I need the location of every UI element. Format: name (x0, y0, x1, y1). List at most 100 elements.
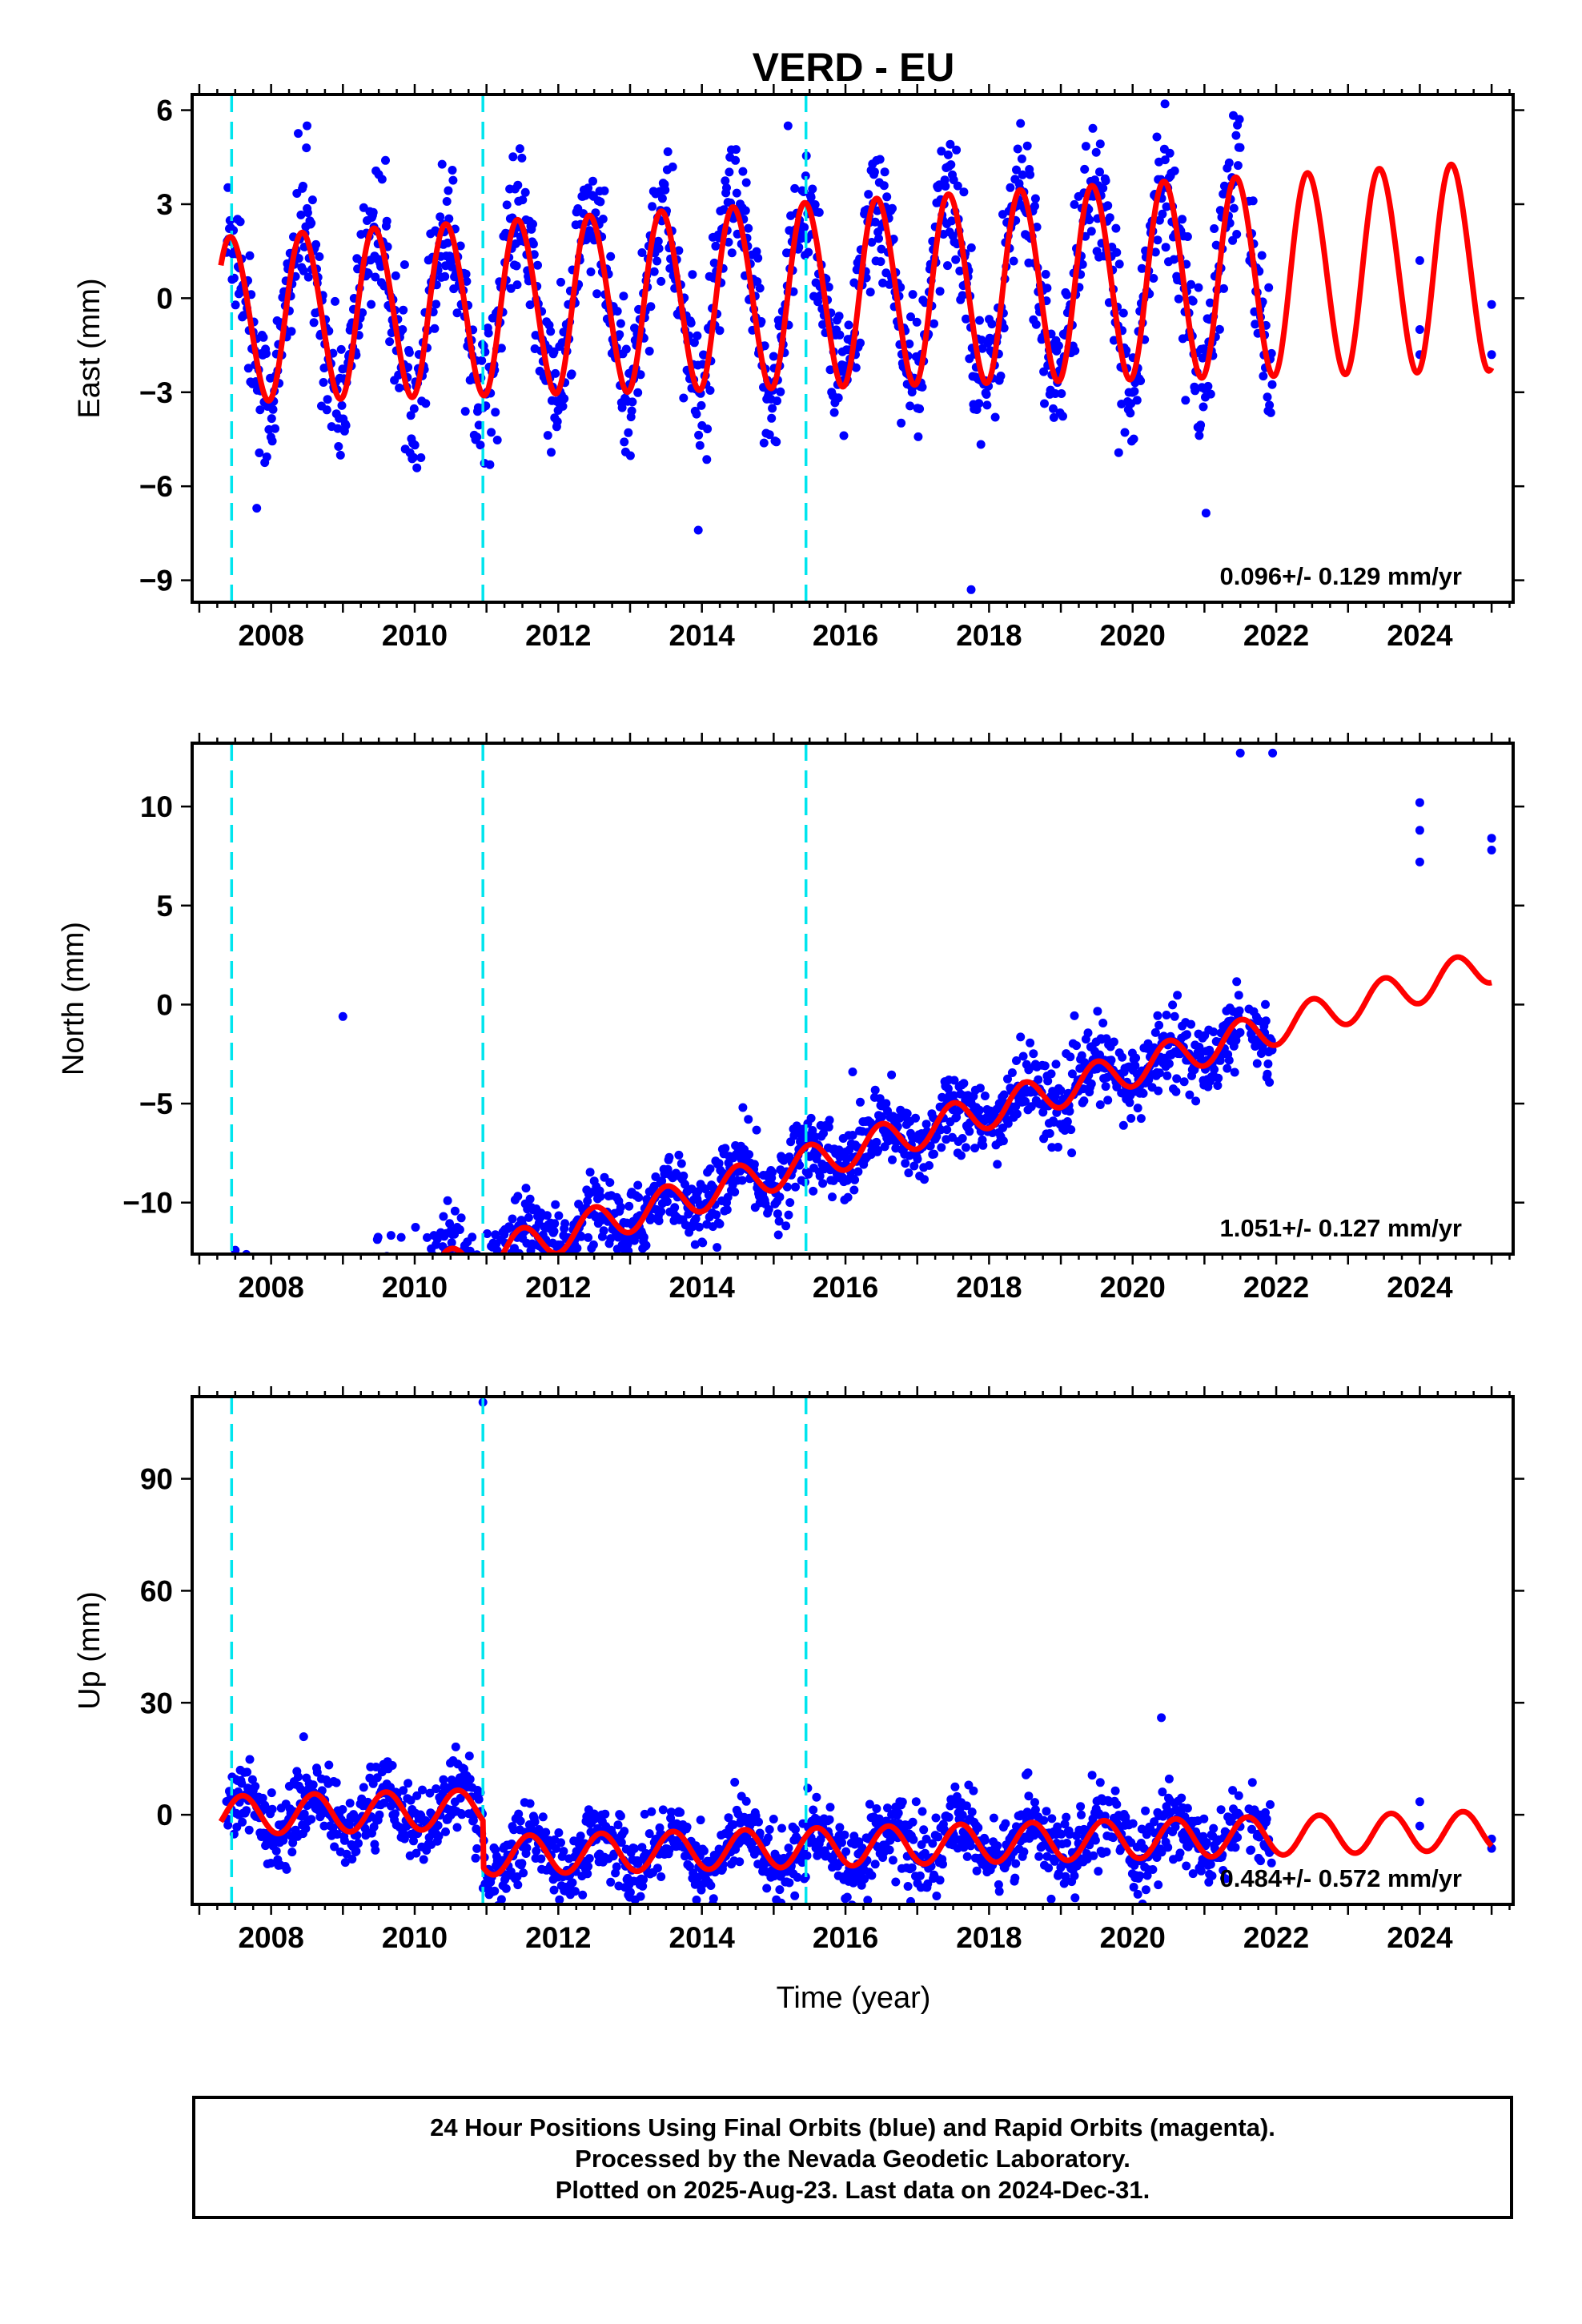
observation-dot (1487, 834, 1496, 843)
observation-dot (363, 1258, 372, 1267)
observation-dot (692, 409, 701, 419)
observation-dot (578, 1890, 588, 1900)
observation-dot (266, 1315, 275, 1324)
observation-dot (585, 1168, 595, 1177)
observation-dot (244, 1825, 254, 1835)
observation-dot (264, 1329, 273, 1337)
observation-dot (1206, 1860, 1215, 1869)
observation-dot (294, 254, 303, 263)
observation-dot (677, 1159, 686, 1168)
observation-dot (508, 1214, 517, 1224)
observation-dot (844, 320, 853, 330)
observation-dot (913, 1154, 922, 1164)
observation-dot (256, 1347, 265, 1356)
observation-dot (1199, 402, 1208, 412)
y-tick-label: −6 (139, 470, 173, 503)
observation-dot (524, 1212, 533, 1222)
observation-dot (1062, 1812, 1071, 1822)
observation-dot (891, 1877, 901, 1887)
x-tick-label: 2016 (813, 619, 878, 652)
observation-dot (935, 287, 945, 296)
observation-dot (905, 340, 914, 348)
observation-dot (462, 1273, 471, 1281)
x-tick-label: 2010 (382, 1271, 448, 1304)
observation-dot (993, 1160, 1002, 1169)
observation-dot (1085, 215, 1094, 225)
observation-dot (623, 1240, 632, 1249)
observation-dot (1103, 1096, 1113, 1105)
observation-dot (299, 1809, 309, 1819)
observation-dot (379, 1798, 389, 1807)
observation-dot (768, 404, 777, 413)
observation-dot (744, 1115, 753, 1124)
observation-dot (800, 223, 809, 232)
observation-dot (1191, 1096, 1201, 1106)
observation-dot (576, 1232, 586, 1241)
observation-dot (1415, 1797, 1424, 1807)
observation-dot (912, 317, 921, 327)
observation-dot (398, 325, 408, 334)
observation-dot (1078, 259, 1087, 269)
observation-dot (336, 1344, 345, 1353)
observation-dot (599, 1226, 608, 1236)
observation-dot (415, 1314, 424, 1323)
observation-dot (269, 1329, 278, 1337)
observation-dot (721, 176, 730, 186)
observation-dot (588, 1240, 598, 1249)
observation-dot (409, 1836, 418, 1846)
observation-dot (306, 1290, 315, 1299)
observation-dot (1209, 1027, 1219, 1036)
observation-dot (806, 1113, 816, 1123)
observation-dot (990, 412, 1000, 422)
observation-dot (1170, 166, 1179, 175)
observation-dot (943, 261, 952, 271)
observation-dot (273, 1361, 282, 1370)
observation-dot (1154, 1020, 1164, 1030)
observation-dot (1026, 170, 1035, 179)
observation-dot (507, 1265, 516, 1273)
observation-dot (356, 1297, 365, 1306)
observation-dot (665, 1152, 674, 1162)
observation-dot (953, 181, 962, 191)
observation-dot (730, 1188, 740, 1196)
observation-dot (1041, 270, 1050, 279)
observation-dot (267, 1788, 276, 1798)
observation-dot (605, 1178, 615, 1188)
observation-dot (364, 1301, 373, 1309)
observation-dot (1415, 798, 1424, 807)
observation-dot (287, 327, 296, 336)
observation-dot (295, 1312, 303, 1321)
observation-dot (283, 1303, 292, 1312)
observation-dot (1163, 1843, 1173, 1852)
observation-dot (502, 200, 512, 210)
observation-dot (1050, 1092, 1060, 1101)
observation-dot (713, 1243, 722, 1252)
x-tick-label: 2008 (238, 619, 303, 652)
observation-dot (842, 1892, 852, 1902)
observation-dot (396, 1232, 406, 1242)
observation-dot (753, 253, 763, 263)
observation-dot (810, 200, 820, 209)
observation-dot (769, 1815, 778, 1823)
observation-dot (1182, 1803, 1192, 1813)
observation-dot (721, 1144, 730, 1153)
observation-dot (274, 1322, 283, 1331)
observation-dot (773, 396, 781, 406)
observation-dot (711, 241, 721, 251)
x-tick-label: 2018 (956, 619, 1022, 652)
observation-dot (484, 328, 493, 338)
observation-dot (1159, 1031, 1169, 1041)
observation-dot (727, 248, 737, 258)
plot-area-up (218, 1397, 1496, 1904)
observation-dot (344, 1303, 353, 1312)
observation-dot (294, 129, 303, 139)
observation-dot (879, 181, 889, 191)
observation-dot (1153, 1011, 1162, 1020)
observation-dot (752, 1125, 761, 1135)
observation-dot (286, 1335, 295, 1344)
observation-dot (291, 1303, 299, 1312)
observation-dot (250, 1325, 259, 1333)
observation-dot (231, 300, 240, 310)
observation-dot (371, 1277, 380, 1285)
observation-dot (474, 1258, 483, 1267)
